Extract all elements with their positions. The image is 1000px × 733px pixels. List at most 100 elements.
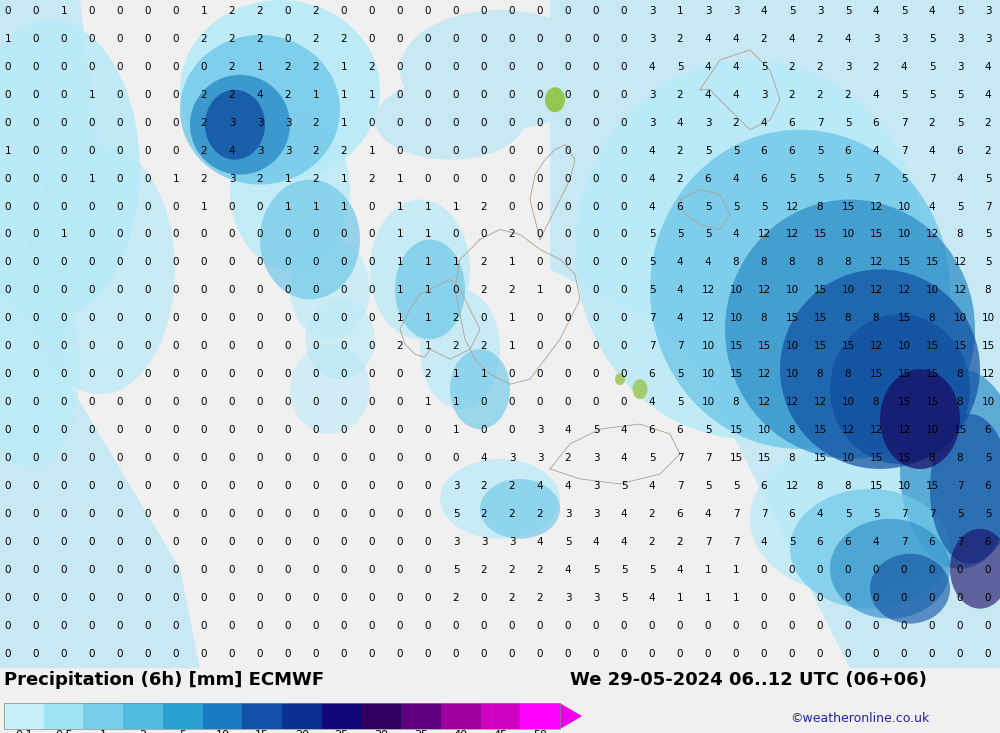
Text: 0: 0	[593, 89, 599, 100]
Text: 0: 0	[117, 118, 123, 128]
Text: 0: 0	[89, 369, 95, 379]
Text: 7: 7	[901, 146, 907, 155]
Text: 0: 0	[285, 369, 291, 379]
Text: 3: 3	[901, 34, 907, 44]
Text: 10: 10	[785, 342, 799, 351]
Text: 0: 0	[61, 593, 67, 603]
Text: 0: 0	[61, 649, 67, 658]
Text: 0: 0	[677, 649, 683, 658]
Text: 1: 1	[61, 6, 67, 16]
Text: 0: 0	[369, 118, 375, 128]
Text: 5: 5	[453, 509, 459, 519]
Text: 0: 0	[425, 89, 431, 100]
Text: 0: 0	[145, 257, 151, 268]
Text: 1: 1	[453, 397, 459, 407]
Text: 0: 0	[509, 425, 515, 435]
Text: 15: 15	[813, 342, 827, 351]
Text: 25: 25	[335, 730, 349, 733]
Text: 10: 10	[897, 481, 911, 491]
Text: 1: 1	[425, 257, 431, 268]
Text: 2: 2	[313, 174, 319, 183]
Text: 0: 0	[33, 6, 39, 16]
Text: 0: 0	[397, 593, 403, 603]
Text: 0: 0	[397, 369, 403, 379]
Text: 12: 12	[869, 285, 883, 295]
Text: 6: 6	[985, 537, 991, 547]
Text: 2: 2	[789, 62, 795, 72]
Text: 0: 0	[173, 481, 179, 491]
Text: 5: 5	[957, 118, 963, 128]
Text: 0: 0	[285, 6, 291, 16]
Text: 0: 0	[285, 621, 291, 630]
Text: 0: 0	[481, 397, 487, 407]
Text: 2: 2	[341, 146, 347, 155]
Text: 8: 8	[789, 453, 795, 463]
Text: 0: 0	[229, 313, 235, 323]
Text: 0: 0	[537, 118, 543, 128]
Text: 0: 0	[89, 257, 95, 268]
Bar	[163, 703, 203, 729]
Text: 0: 0	[173, 229, 179, 240]
Text: 0: 0	[89, 593, 95, 603]
Text: 0: 0	[173, 202, 179, 212]
Text: 0: 0	[285, 257, 291, 268]
Text: 1: 1	[173, 174, 179, 183]
Text: 1: 1	[509, 342, 515, 351]
Text: 0: 0	[313, 537, 319, 547]
Text: 0: 0	[565, 369, 571, 379]
Text: 0: 0	[145, 397, 151, 407]
Text: 0: 0	[285, 509, 291, 519]
Text: 0: 0	[845, 564, 851, 575]
Text: 0: 0	[705, 621, 711, 630]
Text: 7: 7	[929, 174, 935, 183]
Text: 0: 0	[509, 397, 515, 407]
Text: 8: 8	[761, 313, 767, 323]
Text: 0: 0	[229, 453, 235, 463]
Text: 1: 1	[61, 229, 67, 240]
Text: 4: 4	[649, 146, 655, 155]
Text: 0: 0	[89, 621, 95, 630]
Text: 4: 4	[873, 146, 879, 155]
Text: 2: 2	[201, 89, 207, 100]
Text: 5: 5	[845, 118, 851, 128]
Text: 4: 4	[705, 89, 711, 100]
Text: 0: 0	[397, 425, 403, 435]
Text: 0: 0	[509, 6, 515, 16]
Text: 0: 0	[957, 593, 963, 603]
Text: 0: 0	[481, 313, 487, 323]
Text: 0: 0	[257, 369, 263, 379]
Ellipse shape	[450, 349, 510, 429]
Text: 0: 0	[201, 369, 207, 379]
Text: 5: 5	[957, 202, 963, 212]
Bar	[481, 703, 520, 729]
Text: 1: 1	[537, 285, 543, 295]
Text: 0: 0	[33, 649, 39, 658]
Text: 8: 8	[957, 397, 963, 407]
Text: 7: 7	[957, 481, 963, 491]
Text: 2: 2	[817, 34, 823, 44]
Text: 0: 0	[481, 425, 487, 435]
Text: 0: 0	[397, 649, 403, 658]
Ellipse shape	[375, 80, 525, 160]
Text: 0: 0	[425, 481, 431, 491]
Text: 5: 5	[761, 62, 767, 72]
Text: 8: 8	[957, 229, 963, 240]
Text: 5: 5	[929, 89, 935, 100]
Text: 0: 0	[509, 34, 515, 44]
Text: 3: 3	[593, 453, 599, 463]
Text: 0: 0	[397, 564, 403, 575]
Text: 0: 0	[89, 146, 95, 155]
Text: 15: 15	[729, 342, 743, 351]
Text: 7: 7	[761, 509, 767, 519]
Text: 0: 0	[201, 342, 207, 351]
Text: 0: 0	[565, 257, 571, 268]
Text: 10: 10	[841, 397, 855, 407]
Text: 0: 0	[425, 62, 431, 72]
Text: 0: 0	[425, 537, 431, 547]
Text: 0: 0	[117, 425, 123, 435]
Text: 4: 4	[649, 481, 655, 491]
Text: 5: 5	[649, 564, 655, 575]
Text: 0: 0	[369, 285, 375, 295]
Text: 4: 4	[733, 89, 739, 100]
Text: 5: 5	[677, 229, 683, 240]
